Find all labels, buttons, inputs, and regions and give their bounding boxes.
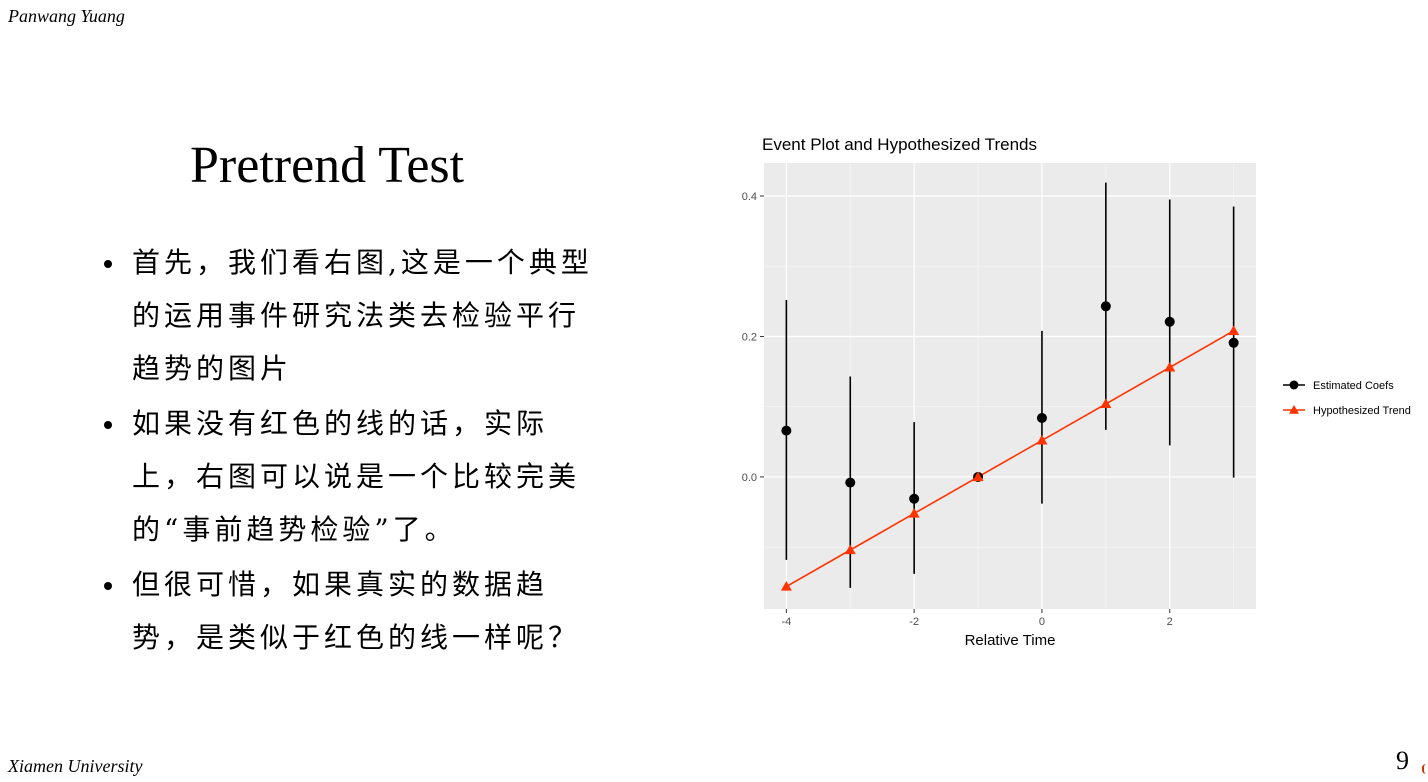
x-tick-label: -2 — [909, 616, 919, 628]
page-number: 9 — [1396, 746, 1409, 775]
chart-svg: Event Plot and Hypothesized Trends -4 -2 0 2… — [742, 135, 1411, 649]
plot-panel — [764, 163, 1256, 609]
x-tick-label: 0 — [1039, 616, 1045, 628]
y-tick-label: 0.2 — [742, 331, 757, 343]
hypothesized-trend-point — [972, 471, 984, 482]
bullet-list: 首先，我们看右图,这是一个典型的运用事件研究法类去检验平行趋势的图片 如果没有红… — [100, 236, 610, 666]
hypothesized-trend-point — [844, 544, 856, 555]
hypothesized-trend-point — [1100, 398, 1112, 409]
legend-marker-estimated — [1289, 380, 1299, 390]
y-tick-label: 0.0 — [742, 472, 757, 484]
estimated-coef-point — [845, 477, 856, 488]
x-tick-label: 2 — [1167, 616, 1173, 628]
footer-institution: Xiamen University — [8, 756, 143, 776]
hypothesized-trend-point — [780, 581, 792, 591]
y-tick-label: 0.4 — [742, 191, 757, 203]
estimated-coef-point — [1100, 301, 1111, 312]
event-plot-chart: Event Plot and Hypothesized Trends -4 -2 0 2… — [720, 128, 1428, 658]
chart-title: Event Plot and Hypothesized Trends — [762, 135, 1037, 154]
hypothesized-trend-point — [1036, 434, 1048, 445]
x-tick-label: -4 — [781, 616, 791, 628]
legend-marker-hypothesized — [1289, 405, 1299, 414]
slide-title: Pretrend Test — [190, 137, 465, 194]
estimated-coef-point — [909, 493, 920, 504]
x-axis-label: Relative Time — [965, 632, 1056, 649]
legend-label-estimated: Estimated Coefs — [1313, 380, 1394, 392]
estimated-coef-point — [1228, 337, 1239, 348]
header-author: Panwang Yuang — [8, 6, 125, 26]
corner-mark — [1422, 764, 1428, 774]
estimated-coef-point — [781, 425, 792, 436]
hypothesized-trend-point — [908, 507, 920, 518]
estimated-coef-point — [1164, 316, 1175, 327]
bullet-item: 但很可惜，如果真实的数据趋势，是类似于红色的线一样呢？ — [100, 558, 610, 664]
hypothesized-trend-line — [785, 330, 1235, 588]
legend-label-hypothesized: Hypothesized Trend — [1313, 405, 1411, 417]
hypothesized-trend-point — [1228, 325, 1240, 335]
bullet-item: 如果没有红色的线的话，实际上，右图可以说是一个比较完美的“事前趋势检验”了。 — [100, 397, 610, 556]
hypothesized-trend-point — [1164, 361, 1176, 372]
bullet-item: 首先，我们看右图,这是一个典型的运用事件研究法类去检验平行趋势的图片 — [100, 236, 610, 395]
estimated-coef-point — [1036, 412, 1047, 423]
